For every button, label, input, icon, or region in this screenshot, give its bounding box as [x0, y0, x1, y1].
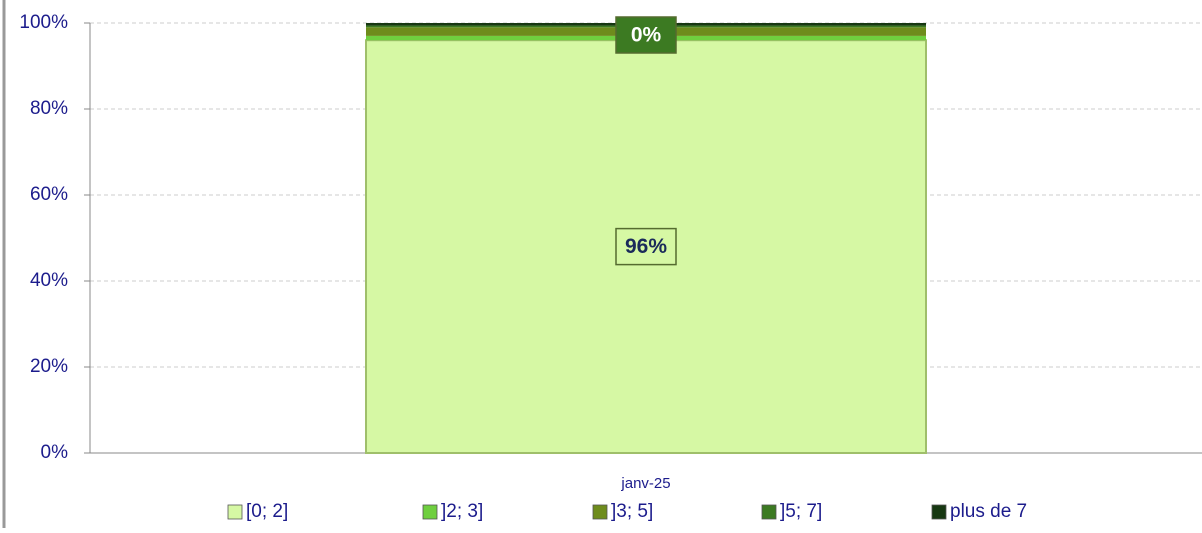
legend-swatch [931, 504, 947, 520]
data-label: 96% [625, 235, 667, 258]
legend-label: ]5; 7] [780, 501, 822, 522]
data-label: 0% [631, 24, 662, 47]
legend-label: [0; 2] [246, 501, 288, 522]
y-tick-label: 60% [30, 184, 68, 205]
legend-swatch [227, 504, 243, 520]
y-tick-label: 0% [41, 442, 69, 463]
y-tick-label: 20% [30, 356, 68, 377]
x-tick-label: janv-25 [620, 475, 670, 492]
legend-swatch [592, 504, 608, 520]
legend-swatch [422, 504, 438, 520]
legend-label: ]2; 3] [441, 501, 483, 522]
y-tick-label: 100% [19, 12, 68, 33]
legend-swatch [761, 504, 777, 520]
y-tick-label: 40% [30, 270, 68, 291]
y-tick-label: 80% [30, 98, 68, 119]
legend-label: ]3; 5] [611, 501, 653, 522]
data-label-box [615, 227, 677, 266]
legend-label: plus de 7 [950, 501, 1027, 522]
data-label-box [615, 16, 677, 54]
